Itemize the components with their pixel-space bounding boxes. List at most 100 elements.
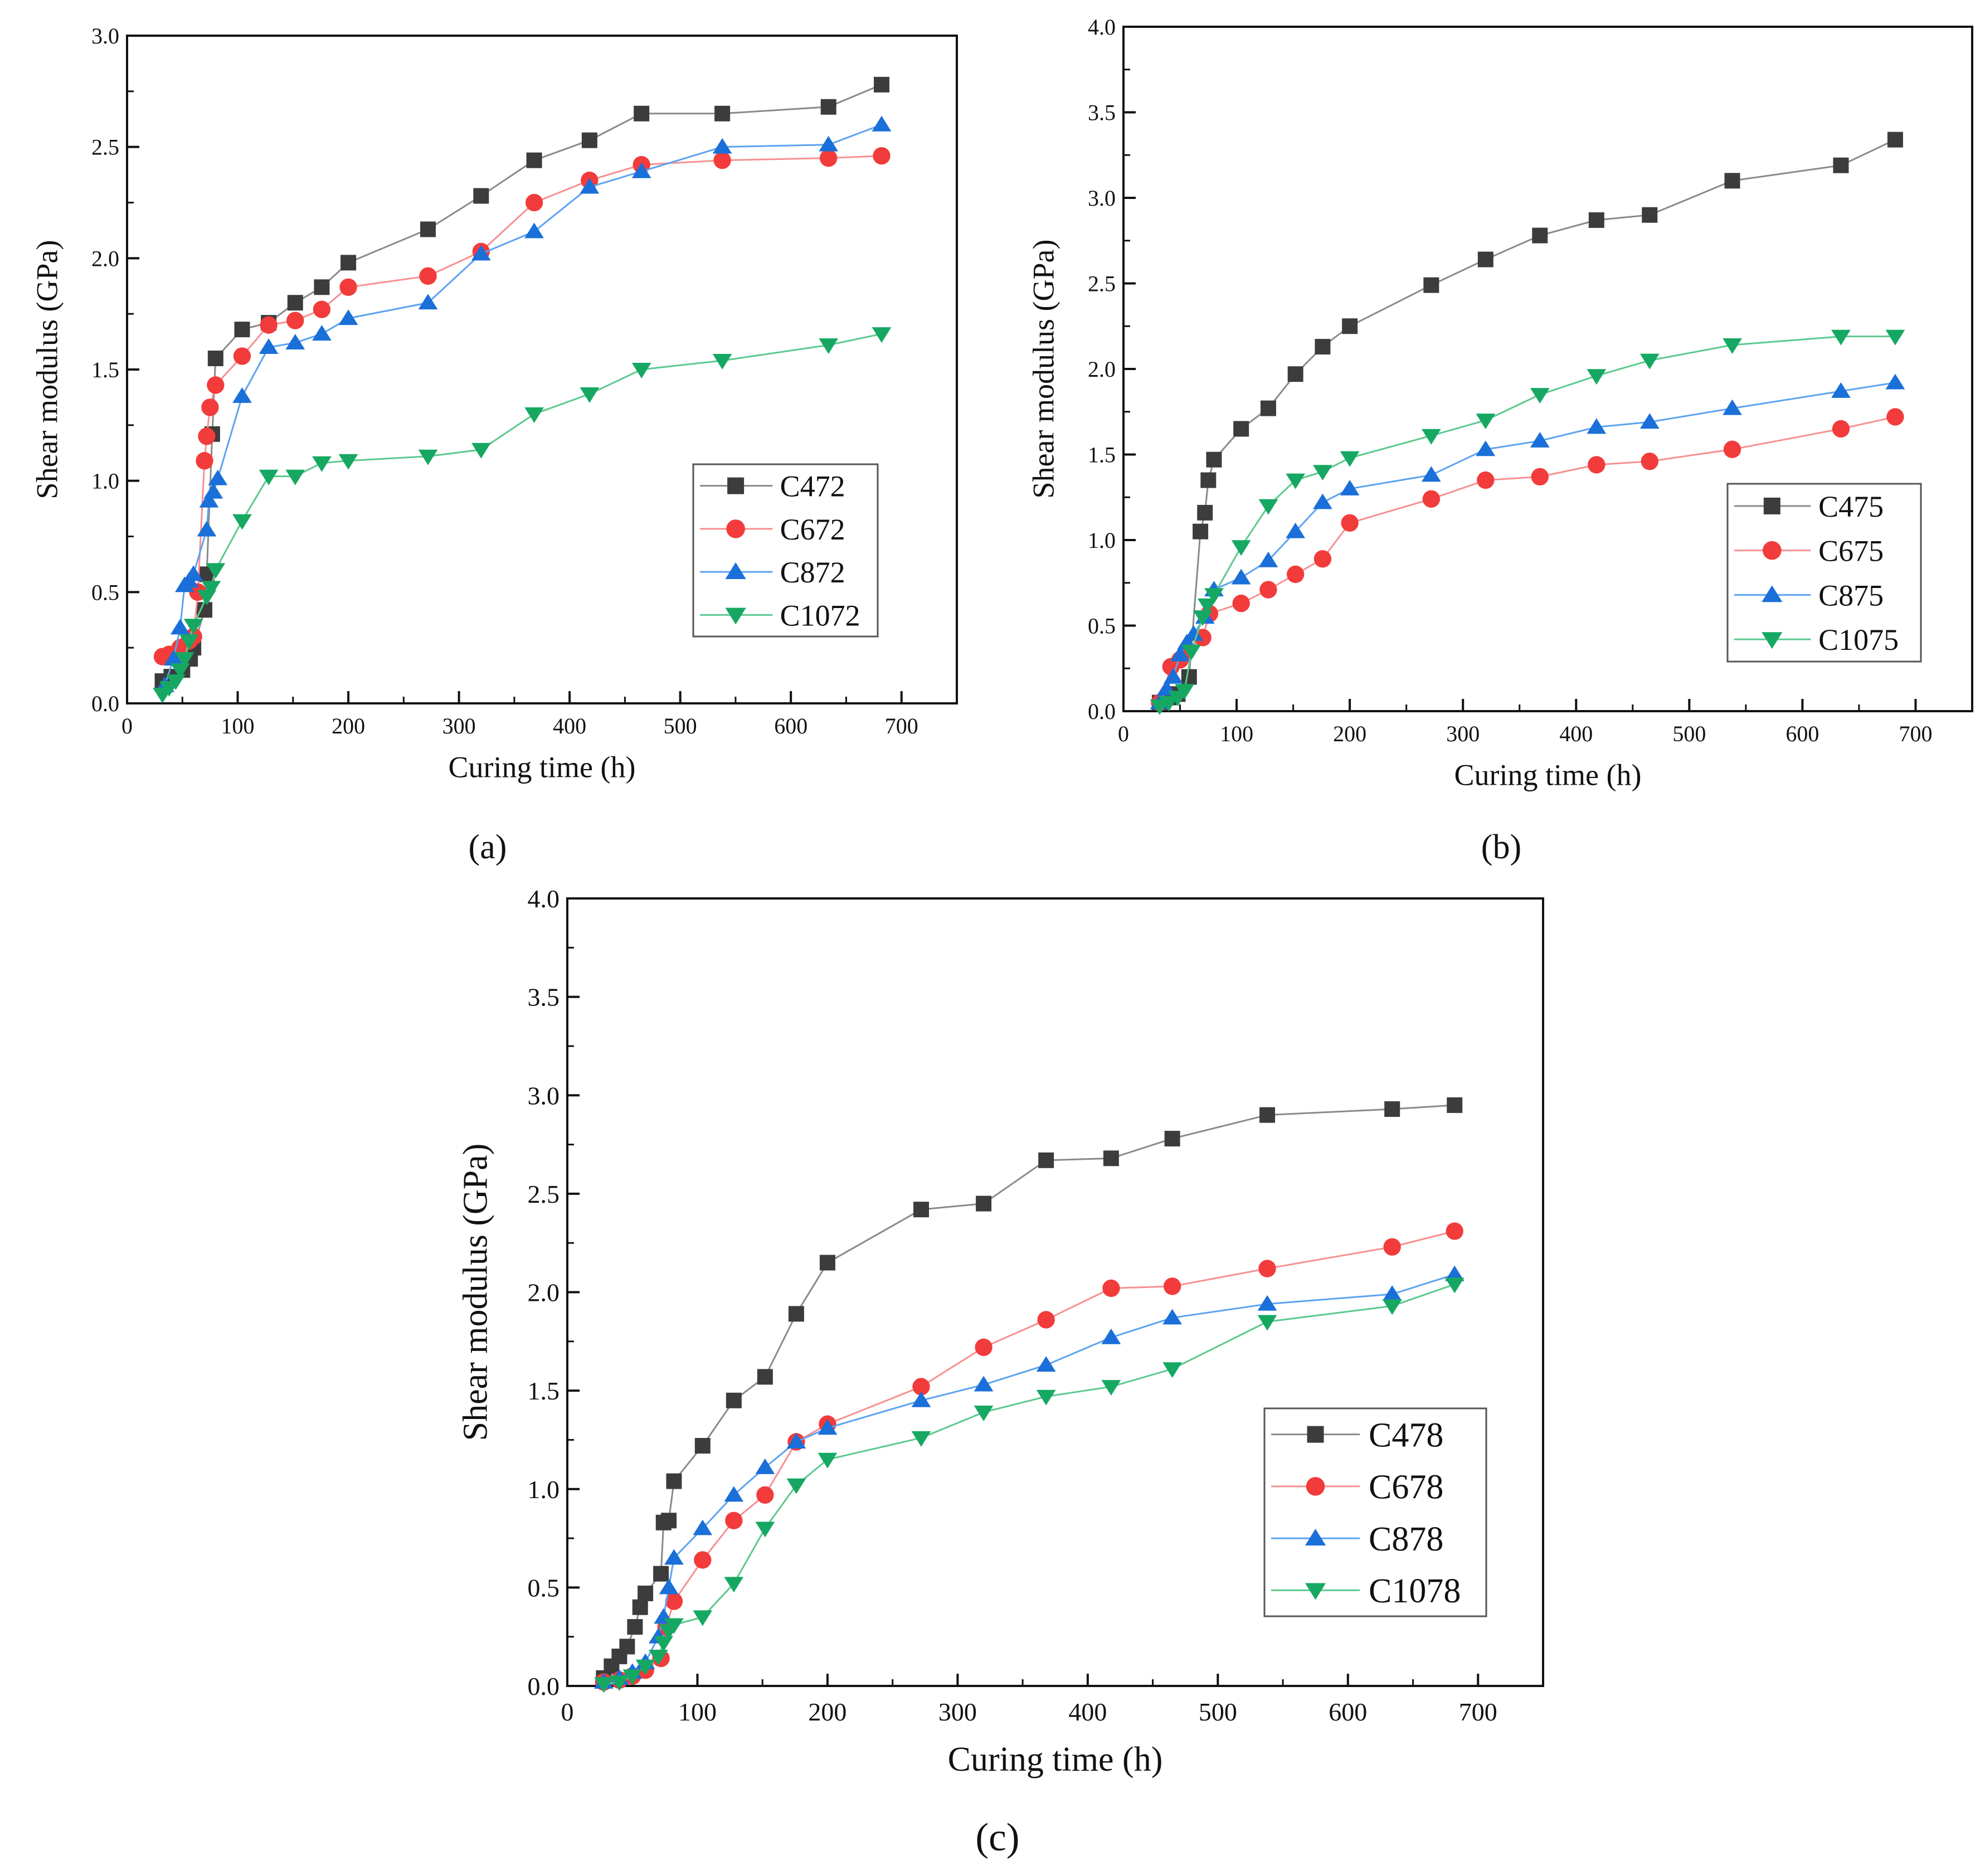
data-point [1530, 431, 1550, 448]
data-point [1181, 669, 1197, 685]
legend-label: C475 [1818, 490, 1884, 523]
data-point [755, 1458, 775, 1474]
y-axis-title: Shear modulus (GPa) [457, 1144, 495, 1441]
x-tick-label: 600 [1329, 1698, 1367, 1726]
data-point [1197, 504, 1213, 521]
data-point [1204, 588, 1224, 604]
data-point [725, 1512, 743, 1529]
legend-label: C672 [780, 513, 845, 546]
data-point [1286, 522, 1306, 538]
data-point [632, 1599, 648, 1615]
y-tick-label: 0.0 [528, 1672, 560, 1700]
data-point [1162, 1362, 1182, 1378]
data-point [1197, 598, 1217, 614]
x-tick-label: 200 [808, 1698, 846, 1726]
data-point [166, 674, 186, 691]
y-tick-label: 0.0 [1088, 699, 1116, 724]
data-point [1193, 610, 1213, 626]
y-tick-label: 1.5 [528, 1377, 560, 1405]
data-point [974, 1376, 994, 1392]
data-point [581, 132, 597, 148]
y-tick-label: 3.5 [528, 983, 560, 1012]
data-point [786, 1433, 806, 1449]
legend-box [1726, 483, 1922, 663]
data-point [1286, 473, 1306, 489]
legend-label: C1072 [780, 599, 860, 632]
legend: C478 C678 C878 C1078 [1263, 1407, 1487, 1617]
data-point [1382, 1285, 1402, 1301]
data-point [1164, 1130, 1180, 1146]
x-tick-label: 500 [1199, 1698, 1237, 1726]
x-tick-label: 200 [1333, 721, 1366, 746]
legend-box [1263, 1407, 1487, 1617]
data-point [694, 1551, 712, 1569]
data-point [1422, 490, 1441, 508]
data-point [664, 1549, 684, 1565]
data-point [911, 1391, 931, 1407]
data-point [206, 563, 226, 579]
data-point [1260, 400, 1276, 416]
data-point [1340, 451, 1360, 467]
x-tick-label: 0 [1118, 721, 1129, 746]
data-point [726, 1392, 742, 1408]
y-tick-label: 0.5 [528, 1573, 560, 1602]
data-point [1885, 329, 1905, 346]
data-point [418, 294, 438, 310]
data-point [976, 1195, 992, 1212]
data-point [1315, 339, 1331, 355]
data-point [201, 398, 219, 416]
legend-label: C872 [780, 556, 845, 589]
data-point [631, 363, 651, 378]
data-point [756, 1486, 774, 1504]
data-point [524, 407, 544, 423]
legend-label: C878 [1369, 1520, 1443, 1558]
data-point [820, 149, 838, 167]
data-point [714, 105, 731, 121]
data-point [199, 492, 219, 508]
data-point [913, 1202, 930, 1218]
data-point [259, 338, 279, 354]
data-point [872, 327, 892, 343]
data-point [1421, 429, 1441, 445]
data-point [1446, 1222, 1463, 1240]
data-point [1313, 550, 1332, 568]
data-point [170, 619, 190, 635]
y-tick-label: 0.5 [91, 580, 119, 605]
legend: C475 C675 C875 C1075 [1726, 483, 1922, 663]
x-tick-label: 0 [561, 1698, 574, 1726]
data-point [724, 1577, 744, 1593]
data-point [1886, 408, 1904, 426]
data-point [661, 1513, 677, 1529]
y-tick-label: 2.0 [1088, 357, 1116, 382]
data-point [1184, 625, 1204, 641]
data-point [975, 1338, 992, 1357]
data-point [786, 1478, 806, 1494]
x-tick-label: 700 [1899, 721, 1932, 746]
x-tick-label: 700 [885, 713, 918, 738]
legend: C472 C672 C872 C1072 [692, 463, 879, 638]
data-point [183, 565, 203, 581]
data-point [1421, 466, 1441, 482]
data-point [873, 147, 891, 165]
data-point [1159, 696, 1179, 712]
data-point [1831, 382, 1851, 398]
data-point [659, 1578, 679, 1595]
data-point [1038, 1152, 1054, 1168]
x-tick-label: 400 [553, 713, 586, 738]
y-tick-label: 1.0 [1088, 528, 1116, 553]
data-point [1163, 1277, 1181, 1295]
legend-marker [1307, 1426, 1324, 1443]
data-point [203, 483, 223, 499]
data-point [1170, 645, 1190, 662]
data-point [471, 245, 491, 261]
data-point [1181, 644, 1201, 660]
data-point [1587, 418, 1607, 434]
y-tick-label: 2.0 [528, 1279, 560, 1307]
data-point [1258, 551, 1278, 567]
data-point [619, 1639, 635, 1655]
y-tick-label: 1.0 [528, 1475, 560, 1504]
data-point [286, 312, 304, 329]
data-point [712, 138, 732, 154]
data-point [313, 300, 331, 318]
data-point [912, 1378, 930, 1396]
